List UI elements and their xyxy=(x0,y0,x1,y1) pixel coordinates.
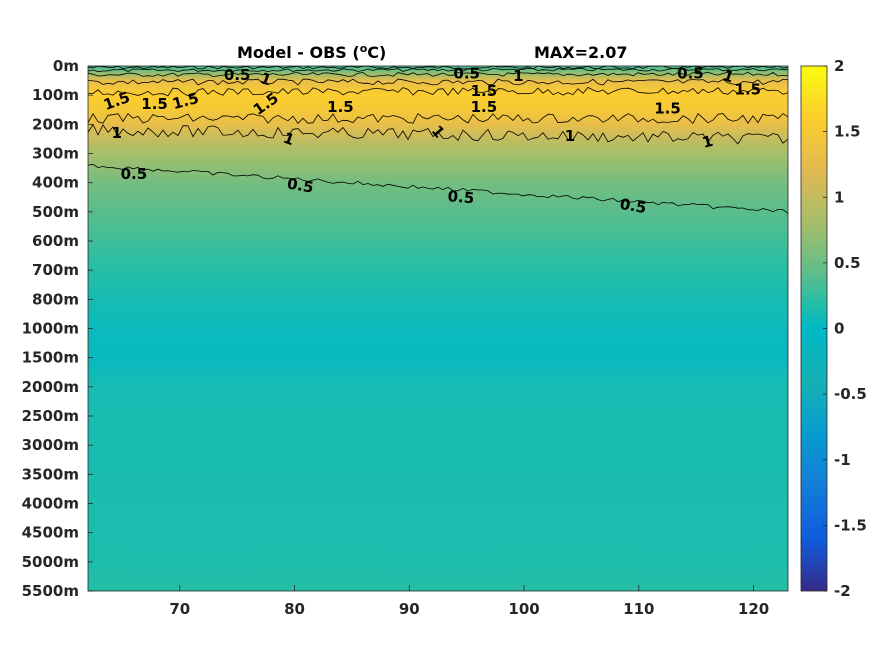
colorbar-tick-label: 0.5 xyxy=(834,254,861,272)
colorbar-tick-label: -0.5 xyxy=(834,385,867,403)
y-tick-label: 3500m xyxy=(22,465,79,483)
contour-label: 0.5 xyxy=(677,64,704,82)
contour-label: 0.5 xyxy=(447,187,475,207)
y-tick-label: 600m xyxy=(32,232,79,250)
contour-lines xyxy=(87,65,789,214)
colorbar-tick-label: 1.5 xyxy=(834,123,861,141)
colorbar-tick-label: -1.5 xyxy=(834,516,867,534)
x-tick-label: 90 xyxy=(399,600,420,618)
contour-label: 1 xyxy=(700,132,715,152)
contour-label: 0.5 xyxy=(453,64,480,82)
colorbar-gradient xyxy=(800,65,828,592)
y-tick-label: 800m xyxy=(32,290,79,308)
contour-label: 1.5 xyxy=(327,98,354,116)
y-axis: 0m 100m 200m 300m 400m 500m 600m 700m 800m 1000m 1… xyxy=(22,57,93,600)
contour-line xyxy=(87,112,789,125)
y-tick-label: 4500m xyxy=(22,524,79,542)
contour-line xyxy=(87,67,788,73)
contour-line xyxy=(87,65,789,70)
contour-line xyxy=(87,86,789,97)
y-tick-label: 400m xyxy=(32,174,79,192)
contour-label: 0.5 xyxy=(224,66,251,84)
y-tick-label: 1500m xyxy=(22,349,79,367)
contour-label: 0.5 xyxy=(618,195,647,217)
contour-line xyxy=(87,78,789,86)
y-tick-label: 1000m xyxy=(22,320,79,338)
colorbar-tick-label: 1 xyxy=(834,188,844,206)
y-tick-label: 700m xyxy=(32,261,79,279)
y-tick-label: 2000m xyxy=(22,378,79,396)
x-tick-label: 110 xyxy=(623,600,654,618)
contour-label: 1 xyxy=(111,124,121,142)
contour-line xyxy=(87,71,789,78)
colorbar: 2 1.5 1 0.5 0 -0.5 -1 -1.5 -2 xyxy=(800,57,867,600)
x-tick-label: 120 xyxy=(738,600,769,618)
colorbar-tick-label: 0 xyxy=(834,320,844,338)
contour-line xyxy=(87,163,789,214)
contour-label: 1 xyxy=(513,67,523,85)
x-axis: 70 80 90 100 110 120 xyxy=(169,585,769,618)
x-tick-label: 80 xyxy=(284,600,305,618)
contour-label: 1.5 xyxy=(141,95,168,113)
contour-label: 0.5 xyxy=(286,174,315,196)
x-tick-label: 70 xyxy=(169,600,190,618)
contour-label: 1.5 xyxy=(654,99,681,117)
contour-line xyxy=(87,123,789,145)
contour-label: 1.5 xyxy=(471,98,498,116)
y-tick-label: 5500m xyxy=(22,582,79,600)
max-annotation: MAX=2.07 xyxy=(534,43,628,62)
y-tick-label: 100m xyxy=(32,86,79,104)
y-tick-label: 300m xyxy=(32,145,79,163)
contour-label: 1.5 xyxy=(735,80,762,98)
contour-label: 1.5 xyxy=(471,82,498,100)
colorbar-tick-label: -2 xyxy=(834,582,851,600)
contour-label: 0.5 xyxy=(121,165,148,183)
x-tick-label: 100 xyxy=(508,600,539,618)
y-tick-label: 500m xyxy=(32,203,79,221)
heatmap-field-rect xyxy=(88,66,788,591)
y-tick-label: 5000m xyxy=(22,553,79,571)
contour-label: 1 xyxy=(565,127,575,145)
y-tick-label: 3000m xyxy=(22,436,79,454)
heatmap-field xyxy=(88,66,788,591)
y-tick-label: 2500m xyxy=(22,407,79,425)
y-tick-label: 4000m xyxy=(22,495,79,513)
chart-title: Model - OBS (oC) xyxy=(237,42,386,62)
colorbar-tick-label: 2 xyxy=(834,57,844,75)
y-tick-label: 0m xyxy=(53,57,79,75)
y-tick-label: 200m xyxy=(32,115,79,133)
colorbar-tick-label: -1 xyxy=(834,451,851,469)
